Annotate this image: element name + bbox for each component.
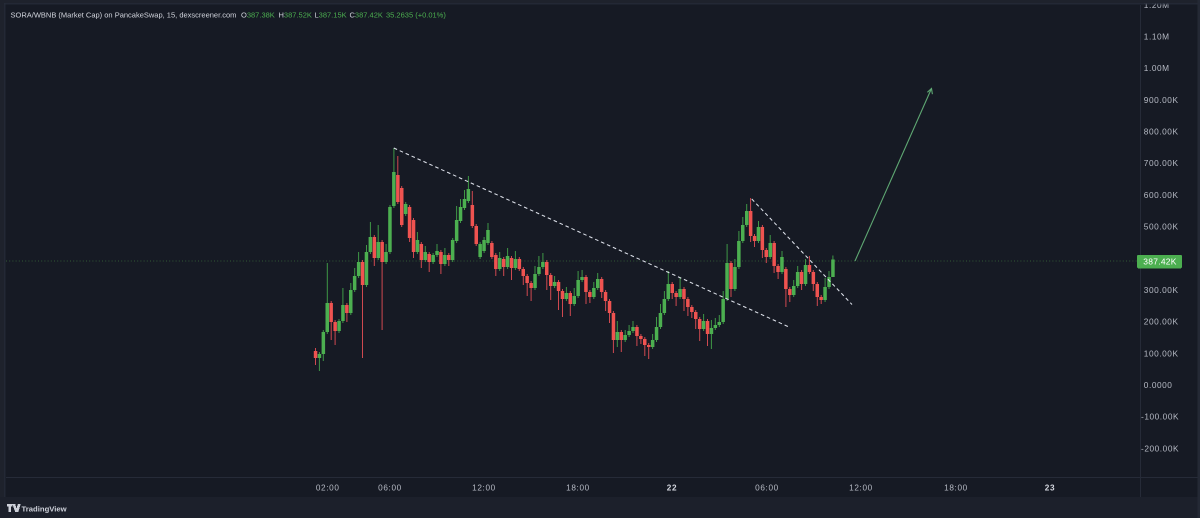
svg-text:35.2635 (+0.01%): 35.2635 (+0.01%) — [386, 11, 446, 20]
svg-text:-100.00K: -100.00K — [1141, 412, 1179, 422]
svg-text:300.00K: 300.00K — [1144, 285, 1179, 295]
svg-text:200.00K: 200.00K — [1144, 317, 1179, 327]
svg-text:600.00K: 600.00K — [1144, 190, 1179, 200]
svg-text:18:00: 18:00 — [566, 484, 590, 493]
svg-text:18:00: 18:00 — [944, 484, 968, 493]
svg-text:700.00K: 700.00K — [1144, 158, 1179, 168]
svg-text:TradingView: TradingView — [22, 505, 67, 514]
svg-text:L387.15K: L387.15K — [315, 11, 347, 20]
svg-text:0.0000: 0.0000 — [1144, 380, 1173, 390]
svg-text:387.42K: 387.42K — [1143, 257, 1176, 267]
svg-text:22: 22 — [667, 484, 677, 493]
svg-text:500.00K: 500.00K — [1144, 222, 1179, 232]
svg-text:SORA/WBNB (Market Cap) on Panc: SORA/WBNB (Market Cap) on PancakeSwap, 1… — [11, 11, 237, 20]
svg-text:02:00: 02:00 — [316, 484, 340, 493]
svg-text:12:00: 12:00 — [472, 484, 496, 493]
svg-text:O387.38K: O387.38K — [241, 11, 275, 20]
svg-text:06:00: 06:00 — [378, 484, 402, 493]
svg-text:1.00M: 1.00M — [1144, 63, 1170, 73]
svg-text:800.00K: 800.00K — [1144, 127, 1179, 137]
svg-text:1.10M: 1.10M — [1144, 32, 1170, 42]
svg-text:100.00K: 100.00K — [1144, 348, 1179, 358]
svg-text:12:00: 12:00 — [849, 484, 873, 493]
svg-text:C387.42K: C387.42K — [350, 11, 383, 20]
svg-text:1.20M: 1.20M — [1144, 0, 1170, 10]
svg-text:900.00K: 900.00K — [1144, 95, 1179, 105]
svg-text:23: 23 — [1045, 484, 1055, 493]
svg-text:06:00: 06:00 — [755, 484, 779, 493]
svg-text:H387.52K: H387.52K — [279, 11, 312, 20]
svg-text:-200.00K: -200.00K — [1141, 443, 1179, 453]
